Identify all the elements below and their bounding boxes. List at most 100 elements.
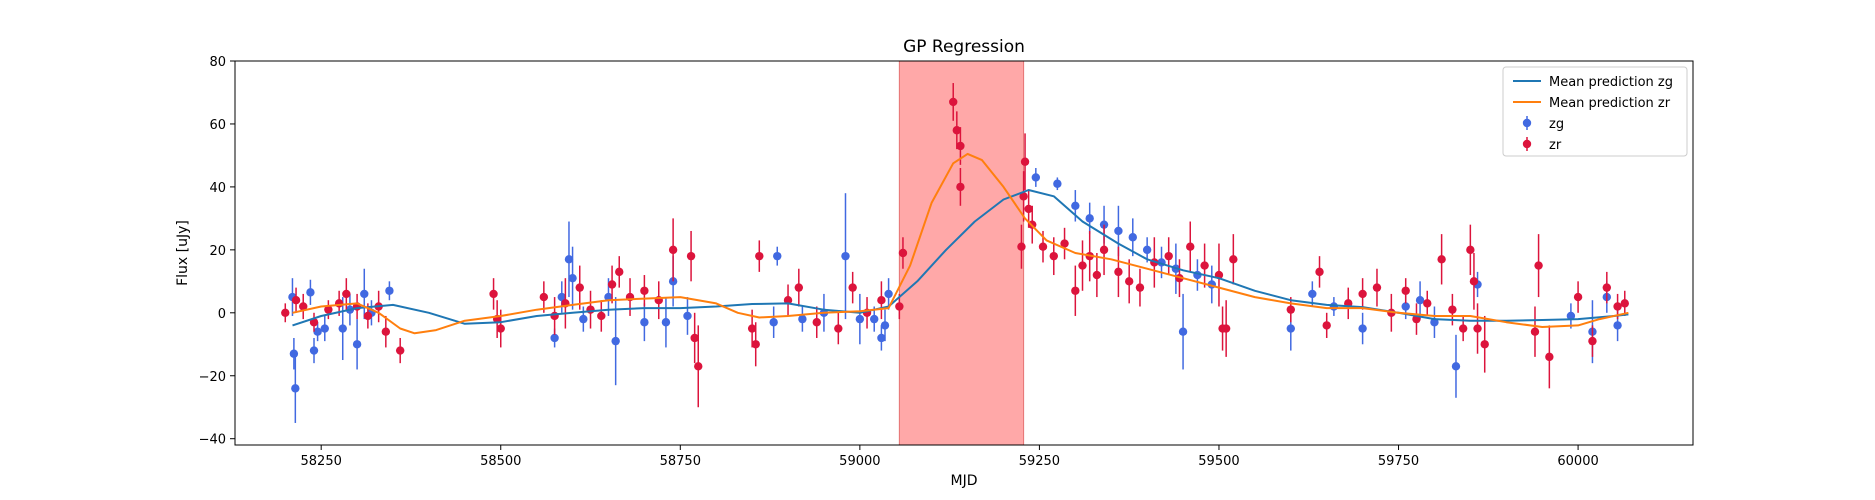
data-point xyxy=(1031,173,1041,182)
data-point xyxy=(607,280,617,289)
data-point xyxy=(1372,283,1382,292)
data-point xyxy=(1049,251,1058,261)
axes-frame xyxy=(234,60,1694,446)
y-axis: −40 −20 0 20 40 60 80 xyxy=(199,55,235,448)
data-point xyxy=(898,248,908,258)
data-point xyxy=(313,327,322,336)
legend-box xyxy=(1502,66,1688,157)
data-point xyxy=(1221,324,1231,333)
data-point xyxy=(1164,251,1173,261)
data-point xyxy=(855,314,865,324)
data-point xyxy=(338,324,347,333)
data-point xyxy=(1020,157,1030,166)
data-point xyxy=(1135,283,1145,292)
data-point xyxy=(1071,286,1080,295)
data-point xyxy=(661,318,671,327)
data-point xyxy=(1092,270,1102,280)
data-point xyxy=(952,126,962,135)
data-point xyxy=(870,314,879,324)
data-point xyxy=(1466,245,1475,255)
line-mean-prediction-zr xyxy=(292,152,1629,335)
data-point xyxy=(834,324,843,333)
data-point xyxy=(686,251,696,261)
data-point xyxy=(1099,245,1109,255)
data-point xyxy=(1114,267,1123,277)
data-point xyxy=(884,289,893,299)
data-point xyxy=(640,286,649,295)
data-point xyxy=(395,346,405,355)
data-point xyxy=(281,308,290,318)
data-point xyxy=(299,302,308,311)
chart-title: GP Regression xyxy=(903,37,1025,57)
shaded-event-region xyxy=(898,60,1025,446)
data-point xyxy=(385,286,394,295)
data-point xyxy=(360,289,369,299)
data-point xyxy=(1308,289,1317,299)
data-point xyxy=(1038,242,1048,251)
data-point xyxy=(1534,261,1543,270)
legend-swatch-marker xyxy=(1522,118,1532,128)
y-tick-label: −40 xyxy=(199,433,226,448)
data-point xyxy=(1229,255,1238,264)
data-point xyxy=(956,141,965,151)
data-point xyxy=(812,318,821,327)
data-point xyxy=(324,305,333,314)
data-point xyxy=(1473,324,1482,333)
series-layer xyxy=(281,83,1629,423)
data-point xyxy=(1085,214,1094,223)
data-point xyxy=(1573,292,1583,302)
x-axis: 58250 58500 58750 59000 59250 59500 59750 60000 xyxy=(301,445,1599,469)
data-point xyxy=(1186,242,1195,251)
data-point xyxy=(895,302,904,311)
data-point xyxy=(683,311,692,321)
x-tick-label: 59500 xyxy=(1198,454,1239,469)
data-point xyxy=(769,318,778,327)
data-point xyxy=(1060,239,1069,248)
x-tick-label: 58750 xyxy=(660,454,701,469)
legend-label: Mean prediction zg xyxy=(1549,75,1673,90)
data-point xyxy=(568,273,577,283)
data-point xyxy=(579,314,588,324)
data-point xyxy=(694,362,703,371)
data-point xyxy=(575,283,584,292)
data-point xyxy=(1423,299,1432,308)
data-point xyxy=(289,349,299,358)
data-point xyxy=(564,255,574,264)
x-tick-label: 59250 xyxy=(1019,454,1060,469)
data-point xyxy=(342,289,351,299)
legend-label: zg xyxy=(1549,117,1564,132)
data-point xyxy=(1613,321,1622,330)
data-point xyxy=(956,182,965,192)
data-point xyxy=(751,340,760,349)
data-point xyxy=(1480,340,1489,349)
data-point xyxy=(352,340,362,349)
data-point xyxy=(1358,289,1367,299)
data-point xyxy=(1053,179,1062,188)
data-point xyxy=(1613,302,1622,311)
data-point xyxy=(877,333,886,343)
data-point xyxy=(1545,352,1554,362)
plot-area xyxy=(281,60,1629,446)
data-point xyxy=(557,292,566,302)
data-point xyxy=(306,288,315,297)
data-point xyxy=(1451,362,1461,371)
data-point xyxy=(334,299,344,308)
data-point xyxy=(320,324,329,333)
data-point xyxy=(539,292,549,302)
data-point xyxy=(949,97,958,107)
data-point xyxy=(848,283,857,292)
data-point xyxy=(668,245,678,255)
data-point xyxy=(363,311,373,321)
data-point xyxy=(794,283,804,292)
data-point xyxy=(309,346,319,355)
data-point xyxy=(841,251,850,261)
data-point xyxy=(597,311,606,321)
data-point xyxy=(381,327,391,336)
legend: Mean prediction zg Mean prediction zr zg zr xyxy=(1502,66,1688,157)
data-point xyxy=(291,384,300,393)
data-point xyxy=(309,318,319,327)
y-tick-label: 80 xyxy=(209,55,226,70)
data-point xyxy=(1358,324,1367,333)
data-point xyxy=(1178,327,1188,336)
